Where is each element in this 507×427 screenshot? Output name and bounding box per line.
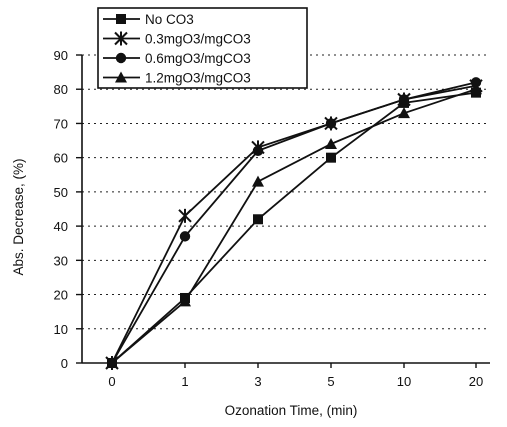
data-point — [325, 137, 337, 149]
legend-marker — [115, 52, 127, 64]
series-line — [111, 91, 477, 364]
axes — [76, 54, 490, 368]
legend-entry: 0.6mgO3/mgCO3 — [103, 51, 251, 66]
x-tick-label: 5 — [327, 374, 334, 389]
y-tick-label: 30 — [54, 253, 68, 268]
legend: No CO3 0.3mgO3/mgCO3 0.6mgO3/mgCO3 1.2mgO3/… — [97, 7, 308, 89]
series-line — [111, 81, 477, 364]
legend-label: 0.6mgO3/mgCO3 — [145, 51, 251, 66]
y-tick-label: 0 — [61, 356, 68, 371]
data-point — [325, 118, 337, 129]
y-tick-label: 90 — [54, 48, 68, 63]
y-tick-label: 50 — [54, 185, 68, 200]
series-line — [111, 84, 477, 364]
series-3 — [106, 77, 482, 369]
y-tick-label: 20 — [54, 288, 68, 303]
legend-entry: 0.3mgO3/mgCO3 — [103, 31, 251, 47]
y-axis-title: Abs. Decrease, (%) — [11, 158, 26, 275]
x-tick-label: 0 — [108, 374, 115, 389]
y-tick-label: 60 — [54, 151, 68, 166]
y-tick-label: 80 — [54, 82, 68, 97]
data-point — [470, 83, 482, 95]
series-1 — [107, 87, 481, 368]
data-point — [179, 231, 191, 242]
legend-entry: No CO3 — [103, 12, 194, 27]
legend-label: No CO3 — [145, 12, 194, 27]
legend-marker — [114, 31, 128, 46]
data-point — [178, 208, 192, 223]
x-tick-label: 1 — [181, 374, 188, 389]
series-4 — [106, 83, 482, 368]
legend-label: 1.2mgO3/mgCO3 — [145, 71, 251, 86]
data-point — [470, 77, 482, 88]
data-point — [253, 214, 263, 225]
legend-box — [97, 7, 308, 89]
x-tick-label: 3 — [254, 374, 261, 389]
series-2 — [105, 78, 483, 370]
data-point — [179, 295, 191, 307]
data-point — [106, 357, 118, 368]
y-tick-label: 40 — [54, 219, 68, 234]
data-point — [252, 175, 264, 187]
data-point — [326, 152, 336, 163]
x-tick-label: 10 — [397, 374, 411, 389]
tick-labels: 0 10 20 30 40 50 60 70 80 90 0 1 3 5 10 20 — [54, 48, 484, 389]
legend-entry: 1.2mgO3/mgCO3 — [103, 71, 251, 86]
data-point — [398, 107, 410, 119]
grid — [82, 54, 490, 330]
legend-label: 0.3mgO3/mgCO3 — [145, 32, 251, 47]
x-axis-title: Ozonation Time, (min) — [225, 403, 358, 418]
data-point — [398, 94, 410, 105]
series-group — [105, 77, 483, 370]
x-tick-label: 20 — [469, 374, 483, 389]
y-tick-label: 10 — [54, 322, 68, 337]
legend-marker — [116, 14, 126, 24]
data-point — [252, 145, 264, 157]
y-tick-label: 70 — [54, 116, 68, 131]
legend-marker — [115, 71, 127, 83]
series-line — [111, 88, 477, 364]
